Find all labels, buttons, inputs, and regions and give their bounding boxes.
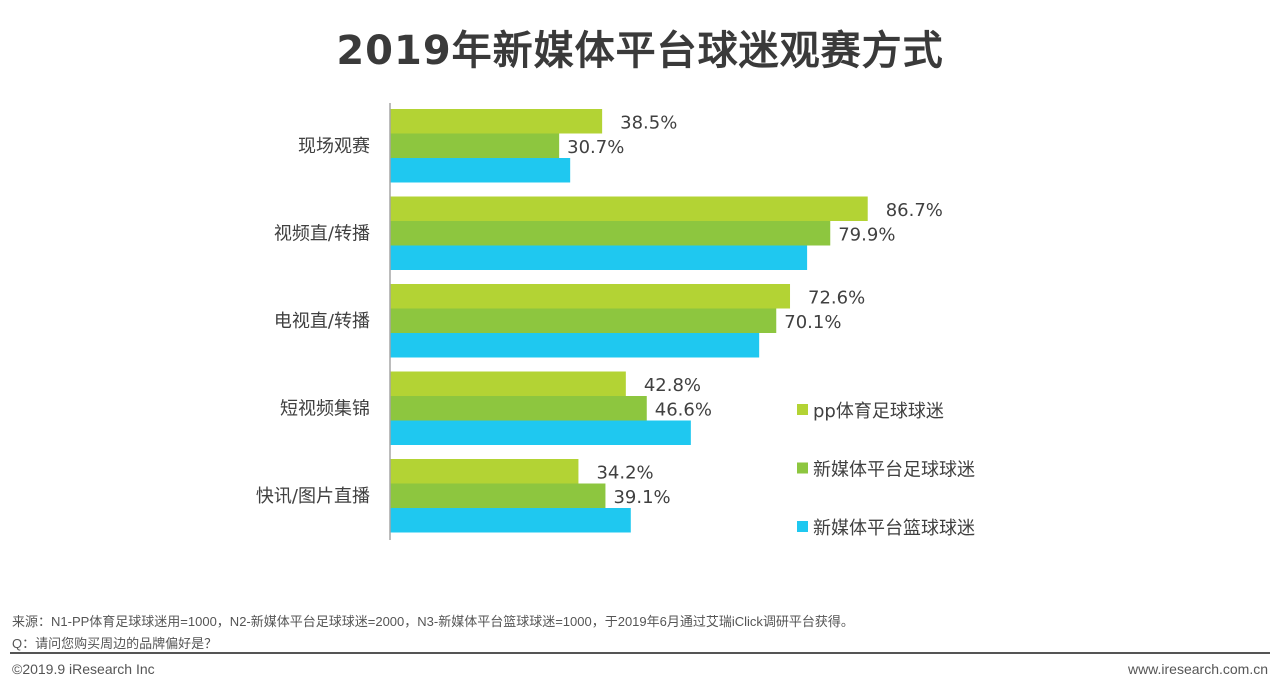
category-label: 现场观赛 [298,136,370,157]
data-label: 46.6% [655,399,712,420]
bar-0 [390,459,579,484]
data-label: 70.1% [784,312,841,333]
data-label: 79.9% [838,224,895,245]
chart-title: 2019年新媒体平台球迷观赛方式 [336,28,944,74]
bar-chart: 现场观赛 38.5% 30.7% 视频直/转播 86.7% 79.9% 电视直/转播 72.6… [256,103,975,540]
bar-2 [390,333,760,358]
data-label: 42.8% [644,375,701,396]
bar-1 [390,308,777,333]
bar-2 [390,508,631,533]
data-label: 30.7% [567,137,624,158]
data-label: 34.2% [596,462,653,483]
bar-0 [390,196,868,221]
bar-0 [390,284,791,309]
legend-label: 新媒体平台篮球球迷 [813,518,975,539]
footer-question: Q：请问您购买周边的品牌偏好是？ [12,636,218,651]
bar-1 [390,483,606,508]
bar-0 [390,371,626,396]
legend-label: pp体育足球球迷 [813,401,944,422]
category-label: 视频直/转播 [274,223,370,244]
data-label: 72.6% [808,287,865,308]
data-label: 86.7% [886,200,943,221]
category-label: 快讯/图片直播 [256,486,370,507]
bar-1 [390,396,647,421]
bar-2 [390,420,691,445]
bar-2 [390,158,571,183]
footer-url[interactable]: www.iresearch.com.cn [1127,661,1268,677]
footer-copyright: ©2019.9 iResearch Inc [12,661,155,677]
data-label: 39.1% [613,487,670,508]
legend-item: 新媒体平台篮球球迷 [797,518,975,539]
category-label: 短视频集锦 [280,398,370,419]
data-label: 38.5% [620,112,677,133]
bar-2 [390,245,808,270]
legend-label: 新媒体平台足球球迷 [813,460,975,481]
legend-item: 新媒体平台足球球迷 [797,460,975,481]
footer-source: 来源：N1-PP体育足球球迷用=1000，N2-新媒体平台足球球迷=2000，N… [12,614,854,629]
legend-swatch [797,521,808,532]
bar-0 [390,109,603,134]
category-label: 电视直/转播 [274,311,370,332]
legend-swatch [797,462,808,474]
bar-1 [390,133,560,158]
footer-divider [10,652,1270,654]
bar-1 [390,221,831,246]
legend-item: pp体育足球球迷 [797,401,944,422]
legend-swatch [797,404,808,415]
